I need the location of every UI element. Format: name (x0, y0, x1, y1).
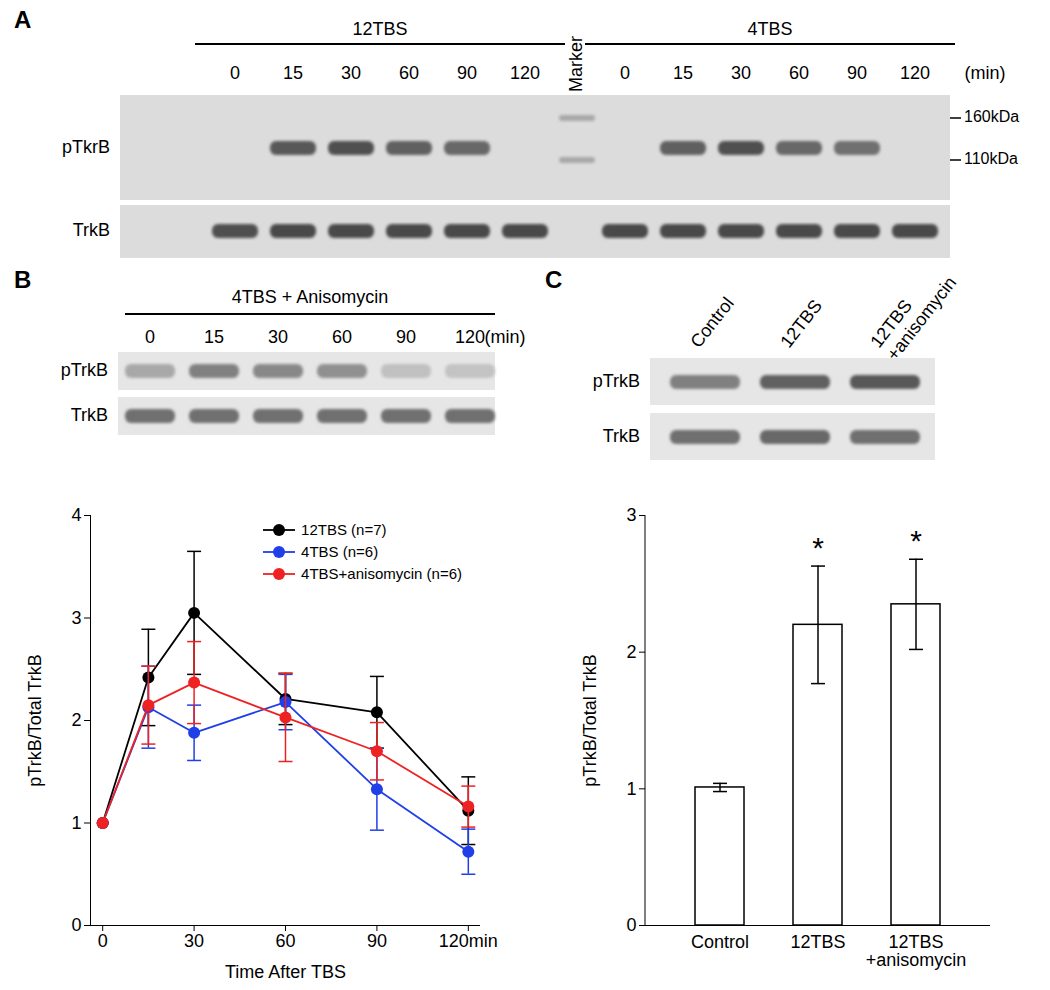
svg-text:15: 15 (673, 63, 693, 83)
svg-text:*: * (812, 531, 824, 564)
svg-text:0: 0 (98, 931, 108, 951)
svg-text:160kDa: 160kDa (964, 108, 1019, 125)
svg-text:Time After TBS: Time After TBS (225, 962, 346, 982)
svg-text:TrkB: TrkB (603, 426, 640, 446)
svg-text:12TBS: 12TBS (352, 19, 407, 39)
svg-text:120: 120 (455, 327, 485, 347)
svg-text:90: 90 (457, 63, 477, 83)
svg-text:110kDa: 110kDa (964, 150, 1018, 167)
svg-text:(min): (min) (485, 327, 526, 347)
svg-text:C: C (545, 266, 562, 293)
svg-text:0: 0 (145, 327, 155, 347)
svg-text:30: 30 (341, 63, 361, 83)
svg-text:TrkB: TrkB (71, 405, 108, 425)
svg-text:60: 60 (275, 931, 295, 951)
svg-text:30: 30 (268, 327, 288, 347)
svg-text:15: 15 (204, 327, 224, 347)
svg-text:2: 2 (626, 642, 636, 662)
svg-text:30: 30 (731, 63, 751, 83)
svg-text:pTrkB: pTrkB (61, 360, 108, 380)
svg-text:4: 4 (71, 505, 81, 525)
svg-text:1: 1 (71, 813, 81, 833)
svg-text:12TBS+anisomycin: 12TBS+anisomycin (866, 260, 960, 364)
svg-text:A: A (14, 6, 31, 33)
svg-text:60: 60 (332, 327, 352, 347)
svg-text:pTrkB: pTrkB (593, 371, 640, 391)
svg-text:1: 1 (626, 779, 636, 799)
svg-text:60: 60 (399, 63, 419, 83)
svg-text:90: 90 (367, 931, 387, 951)
svg-text:120: 120 (510, 63, 540, 83)
svg-text:120: 120 (900, 63, 930, 83)
svg-text:Control: Control (686, 293, 737, 351)
svg-text:0: 0 (626, 915, 636, 935)
svg-text:pTkrB: pTkrB (62, 137, 110, 157)
svg-text:12TBS+anisomycin: 12TBS+anisomycin (866, 932, 967, 970)
svg-text:TrkB: TrkB (73, 220, 110, 240)
svg-text:Marker: Marker (566, 36, 586, 92)
svg-text:4TBS: 4TBS (747, 19, 792, 39)
svg-text:12TBS: 12TBS (790, 932, 845, 952)
svg-text:*: * (910, 524, 922, 557)
svg-text:pTrkB/Total TrkB: pTrkB/Total TrkB (580, 654, 600, 786)
svg-text:12TBS: 12TBS (776, 296, 826, 352)
svg-text:4TBS + Anisomycin: 4TBS + Anisomycin (232, 287, 389, 307)
svg-text:3: 3 (71, 608, 81, 628)
svg-text:90: 90 (847, 63, 867, 83)
html-text:12TBS (n=7): 12TBS (n=7) (301, 521, 387, 538)
svg-text:0: 0 (620, 63, 630, 83)
svg-text:15: 15 (283, 63, 303, 83)
svg-text:30: 30 (184, 931, 204, 951)
html-text:4TBS+anisomycin (n=6): 4TBS+anisomycin (n=6) (301, 565, 462, 582)
svg-text:(min): (min) (965, 63, 1006, 83)
svg-text:90: 90 (396, 327, 416, 347)
svg-text:Control: Control (691, 932, 749, 952)
svg-text:pTrkB/Total TrkB: pTrkB/Total TrkB (25, 654, 45, 786)
svg-text:2: 2 (71, 710, 81, 730)
svg-text:3: 3 (626, 505, 636, 525)
html-text:4TBS (n=6): 4TBS (n=6) (301, 543, 379, 560)
svg-text:60: 60 (789, 63, 809, 83)
svg-text:0: 0 (230, 63, 240, 83)
svg-text:120min: 120min (439, 931, 498, 951)
svg-text:B: B (14, 266, 31, 293)
svg-text:0: 0 (71, 915, 81, 935)
